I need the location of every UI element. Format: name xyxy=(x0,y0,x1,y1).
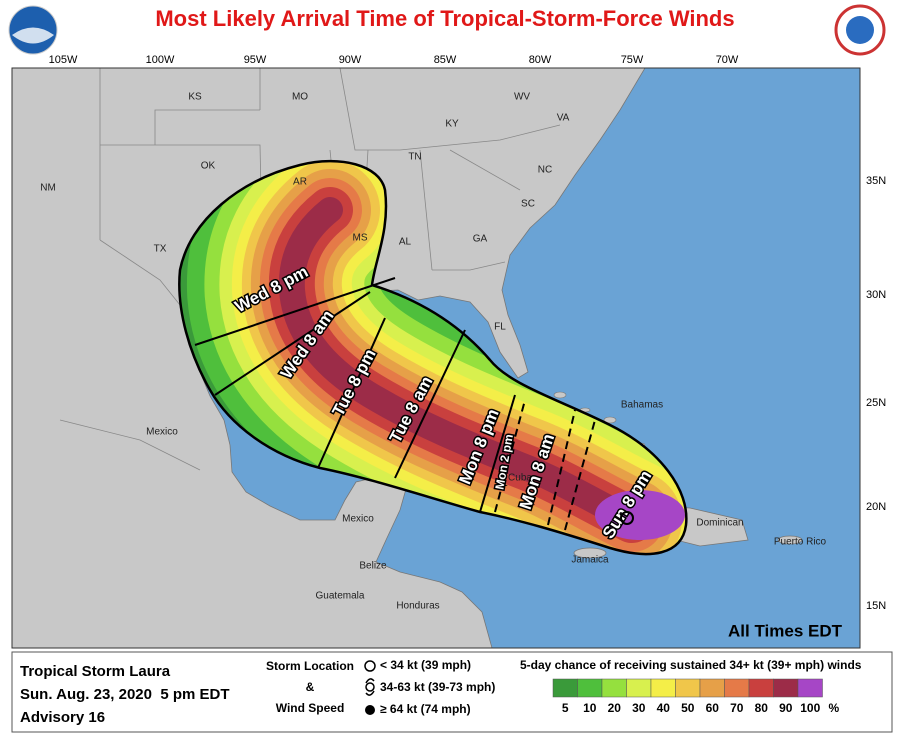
place-label: Puerto Rico xyxy=(774,537,827,548)
place-label: KS xyxy=(188,92,202,103)
place-label: Guatemala xyxy=(316,591,365,602)
place-label: Bahamas xyxy=(621,400,663,411)
scale-label: 20 xyxy=(608,701,622,715)
jamaica xyxy=(573,547,607,559)
scale-swatch xyxy=(748,678,774,698)
scale-label: 80 xyxy=(755,701,769,715)
longitude-label: 85W xyxy=(434,54,457,66)
place-label: NC xyxy=(538,165,552,176)
place-label: AR xyxy=(293,177,307,188)
place-label: VA xyxy=(557,113,570,124)
time-zone-note: All Times EDT xyxy=(728,621,843,640)
scale-label: 70 xyxy=(730,701,744,715)
scale-label: 60 xyxy=(706,701,720,715)
symbol-heading: Wind Speed xyxy=(276,701,345,715)
time-line xyxy=(394,329,466,479)
latitude-label: 30N xyxy=(866,289,886,301)
place-label: GA xyxy=(473,234,488,245)
longitude-label: 90W xyxy=(339,54,362,66)
symbol-icon xyxy=(365,705,375,715)
storm-location xyxy=(620,511,634,525)
symbol-heading: & xyxy=(306,680,315,694)
time-lines xyxy=(194,277,596,531)
latitude-label: 15N xyxy=(866,600,886,612)
scale-swatch xyxy=(797,678,823,698)
noaa-logo-wave xyxy=(12,27,54,44)
place-label: Mexico xyxy=(342,514,374,525)
longitude-label: 105W xyxy=(49,54,78,66)
place-label: NM xyxy=(40,183,56,194)
place-label: WV xyxy=(514,92,530,103)
time-line xyxy=(479,394,516,513)
latitude-label: 35N xyxy=(866,175,886,187)
place-label: KY xyxy=(445,119,459,130)
place-label: TN xyxy=(408,152,421,163)
scale-swatch xyxy=(650,678,676,698)
probability-band xyxy=(595,490,685,540)
latitude-label: 25N xyxy=(866,397,886,409)
puerto-rico xyxy=(777,535,803,545)
place-label: FL xyxy=(494,322,506,333)
storm-name: Tropical Storm Laura xyxy=(20,663,171,680)
place-label: MO xyxy=(292,92,308,103)
time-line xyxy=(547,409,576,526)
map: KS MO KY WV VA TN NC OK AR SC MS AL GA TX NM FL Mexico Ba… xyxy=(12,68,860,648)
advisory-number: Advisory 16 xyxy=(20,709,105,726)
time-line xyxy=(564,419,596,531)
place-label: Dominican xyxy=(696,518,743,529)
scale-label: 90 xyxy=(779,701,793,715)
place-label: Cuba xyxy=(508,473,532,484)
place-label: MS xyxy=(353,233,368,244)
footer-legend: Storm Location & Wind Speed < 34 kt (39 mph… xyxy=(266,658,862,716)
scale-label: 100 xyxy=(800,701,820,715)
symbol-label: < 34 kt (39 mph) xyxy=(380,658,471,672)
scale-swatch xyxy=(626,678,652,698)
axis-labels: 105W 100W 95W 90W 85W 80W 75W 70W 35N 30N 25N 20N 15… xyxy=(49,54,887,612)
scale-label: 40 xyxy=(657,701,671,715)
place-label: Honduras xyxy=(396,601,439,612)
scale-swatch xyxy=(699,678,725,698)
latitude-label: 20N xyxy=(866,501,886,513)
longitude-label: 75W xyxy=(621,54,644,66)
time-line xyxy=(317,317,386,469)
place-label: Jamaica xyxy=(571,555,609,566)
place-label: SC xyxy=(521,199,535,210)
longitude-label: 70W xyxy=(716,54,739,66)
scale-swatch xyxy=(773,678,799,698)
symbol-icon xyxy=(365,678,375,696)
symbol-label: ≥ 64 kt (74 mph) xyxy=(380,702,471,716)
scale-swatch xyxy=(601,678,627,698)
cone-outline xyxy=(178,159,688,556)
scale-swatch xyxy=(675,678,701,698)
longitude-label: 80W xyxy=(529,54,552,66)
symbol-icon xyxy=(364,660,376,672)
scale-label: 5 xyxy=(562,701,569,715)
scale-swatch xyxy=(552,678,578,698)
scale-swatch xyxy=(724,678,750,698)
scale-swatch xyxy=(577,678,603,698)
longitude-label: 95W xyxy=(244,54,267,66)
place-label: OK xyxy=(201,161,216,172)
scale-label: 50 xyxy=(681,701,695,715)
scale-label: 30 xyxy=(632,701,646,715)
place-label: Mexico xyxy=(146,427,178,438)
place-label: AL xyxy=(399,237,412,248)
time-line xyxy=(214,291,371,396)
place-labels: KS MO KY WV VA TN NC OK AR SC MS AL GA TX NM FL Mexico Ba… xyxy=(40,92,826,612)
nws-logo-inner xyxy=(846,16,874,44)
scale-title: 5-day chance of receiving sustained 34+ … xyxy=(520,658,862,672)
title: Most Likely Arrival Time of Tropical-Sto… xyxy=(155,6,734,31)
scale-label: 10 xyxy=(583,701,597,715)
symbol-heading: Storm Location xyxy=(266,659,354,673)
advisory-datetime: Sun. Aug. 23, 2020 5 pm EDT xyxy=(20,686,230,703)
scale-unit: % xyxy=(829,701,840,715)
place-label: Belize xyxy=(359,561,387,572)
map-frame xyxy=(11,67,861,649)
place-label: TX xyxy=(154,244,167,255)
longitude-label: 100W xyxy=(146,54,175,66)
symbol-label: 34-63 kt (39-73 mph) xyxy=(380,680,495,694)
time-line xyxy=(194,277,396,346)
time-line xyxy=(494,399,526,513)
